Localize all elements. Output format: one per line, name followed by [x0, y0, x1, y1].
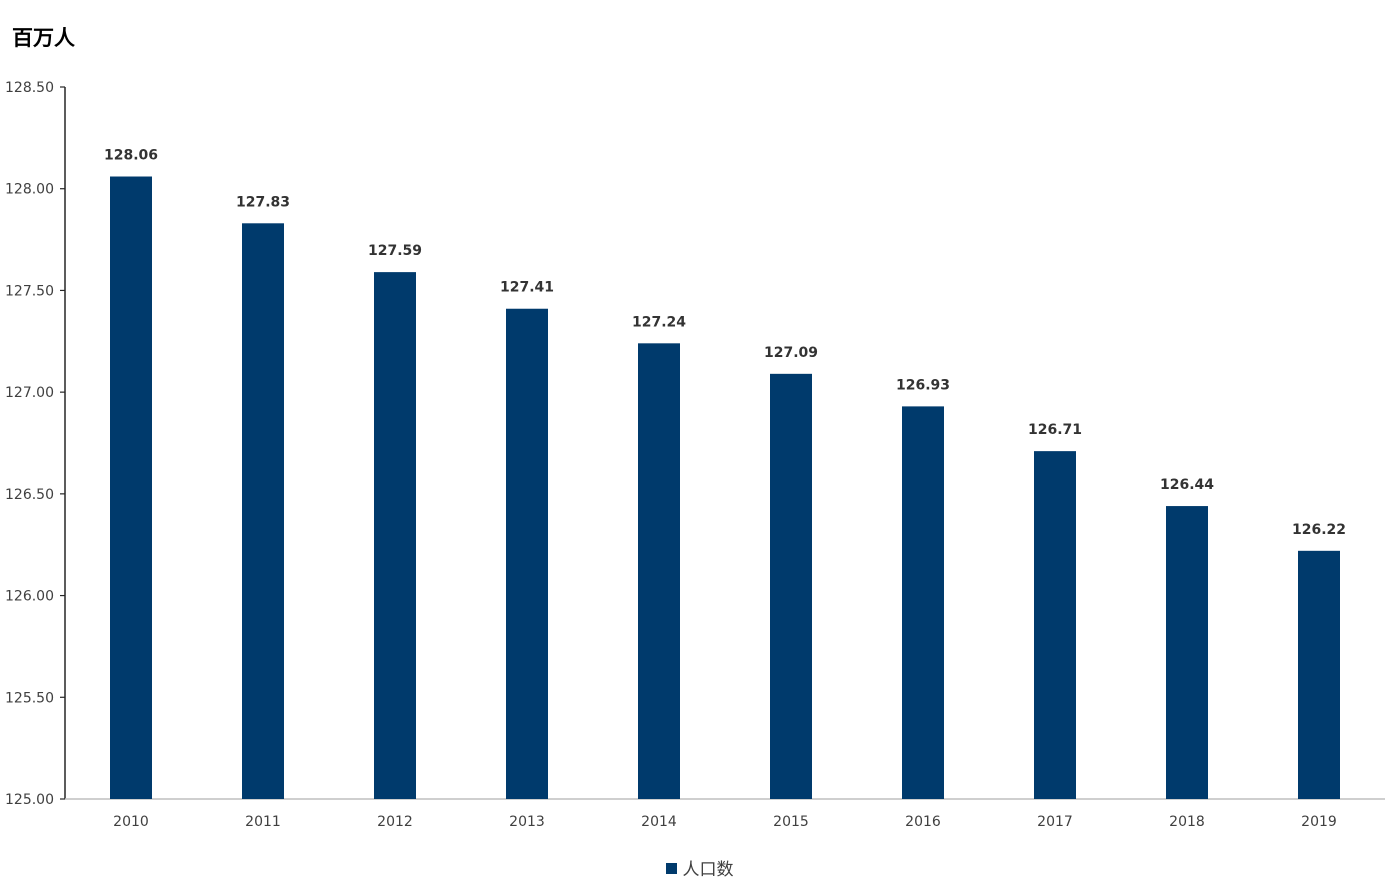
x-tick-label: 2010: [113, 814, 149, 830]
legend: 人口数: [0, 855, 1399, 880]
x-tick-label: 2019: [1301, 814, 1337, 830]
x-tick-label: 2014: [641, 814, 677, 830]
y-axis-unit-label: 百万人: [12, 26, 75, 50]
bar: [770, 373, 812, 799]
x-tick-label: 2018: [1169, 814, 1205, 830]
data-label: 126.22: [1292, 522, 1346, 538]
data-label: 127.41: [500, 280, 554, 296]
bar: [1298, 550, 1340, 799]
bar: [110, 176, 152, 800]
bar: [506, 308, 548, 799]
y-tick-label: 126.50: [5, 487, 54, 503]
data-label: 128.06: [104, 148, 158, 164]
data-label: 126.44: [1160, 477, 1214, 493]
x-tick-label: 2011: [245, 814, 281, 830]
y-tick-label: 128.00: [5, 182, 54, 198]
x-tick-label: 2016: [905, 814, 941, 830]
y-tick-label: 125.00: [5, 792, 54, 808]
bar: [638, 343, 680, 799]
x-tick-label: 2017: [1037, 814, 1073, 830]
y-tick-label: 125.50: [5, 690, 54, 706]
data-label: 126.71: [1028, 422, 1082, 438]
y-tick-label: 127.00: [5, 385, 54, 401]
x-tick-label: 2012: [377, 814, 413, 830]
data-label: 126.93: [896, 377, 950, 393]
data-label: 127.83: [236, 194, 290, 210]
data-label: 127.24: [632, 314, 686, 330]
y-tick-label: 126.00: [5, 589, 54, 605]
data-label: 127.59: [368, 243, 422, 259]
y-tick-label: 127.50: [5, 283, 54, 299]
data-label: 127.09: [764, 345, 818, 361]
x-tick-label: 2013: [509, 814, 545, 830]
bar: [242, 223, 284, 800]
bar: [1166, 506, 1208, 799]
legend-swatch: [665, 862, 677, 874]
y-tick-label: 128.50: [5, 80, 54, 96]
legend-label: 人口数: [682, 860, 734, 880]
x-tick-label: 2015: [773, 814, 809, 830]
bar: [374, 272, 416, 799]
bar: [1034, 451, 1076, 799]
bar: [902, 406, 944, 799]
